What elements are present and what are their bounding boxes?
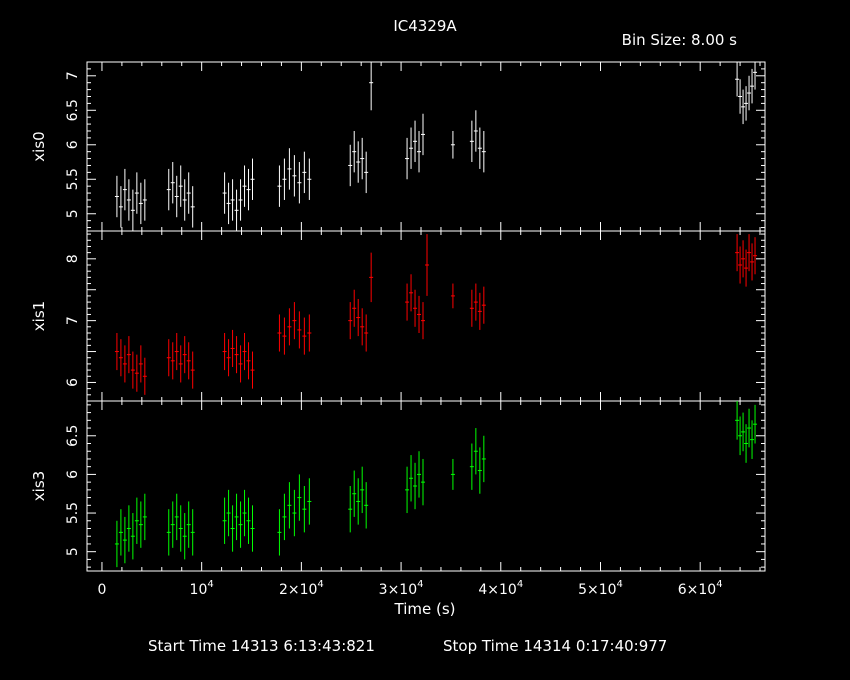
x-tick-exponent: 4 [617,579,623,590]
x-tick-label: 5×104 [578,579,623,598]
y-tick-label: 6 [65,378,81,387]
y-axis-label-xis1: xis1 [30,301,48,331]
x-tick-mantissa: 6×10 [678,582,716,598]
x-tick-mantissa: 0 [97,582,106,598]
x-tick-label: 3×104 [379,579,424,598]
panel-xis0: 5 5.5 6 6.5 7 xis0 [30,61,766,232]
x-tick-exponent: 4 [716,579,722,590]
x-tick-mantissa: 5×10 [578,582,616,598]
x-tick-exponent: 4 [517,579,523,590]
chart-title: IC4329A [393,17,457,35]
y-tick-label: 6.5 [65,99,81,121]
panel-xis1: 6 7 8 xis1 [30,230,766,402]
y-tick-label: 7 [65,71,81,80]
stop-time-label: Stop Time 14314 0:17:40:977 [443,637,667,655]
panel-frame [86,400,766,572]
series-xis3 [114,401,758,568]
y-axis-label-xis0: xis0 [30,131,48,161]
x-axis-label: Time (s) [394,600,456,618]
y-tick-label: 6 [65,470,81,479]
x-tick-exponent: 4 [417,579,423,590]
start-time-label: Start Time 14313 6:13:43:821 [148,637,375,655]
y-tick-label: 6.5 [65,425,81,447]
y-tick-label: 6 [65,140,81,149]
y-tick-label: 7 [65,316,81,325]
bin-size-label: Bin Size: 8.00 s [622,31,738,49]
y-tick-label: 5.5 [65,168,81,190]
y-tick-label: 5 [65,547,81,556]
x-tick-mantissa: 4×10 [478,582,516,598]
panel-xis3: 5 5.5 6 6.5 xis3 [30,400,766,572]
x-tick-mantissa: 2×10 [279,582,317,598]
x-tick-label: 0 [97,582,106,598]
x-tick-mantissa: 3×10 [379,582,417,598]
x-tick-label: 104 [190,579,214,598]
series-xis1 [114,234,758,395]
series-xis0 [114,62,758,231]
x-tick-label: 2×104 [279,579,324,598]
x-tick-mantissa: 10 [190,582,208,598]
x-tick-exponent: 4 [207,579,213,590]
y-tick-label: 5 [65,209,81,218]
x-tick-exponent: 4 [317,579,323,590]
y-tick-label: 5.5 [65,502,81,524]
x-tick-label: 6×104 [678,579,723,598]
y-axis-label-xis3: xis3 [30,471,48,501]
y-tick-label: 8 [65,254,81,263]
x-tick-label: 4×104 [478,579,523,598]
